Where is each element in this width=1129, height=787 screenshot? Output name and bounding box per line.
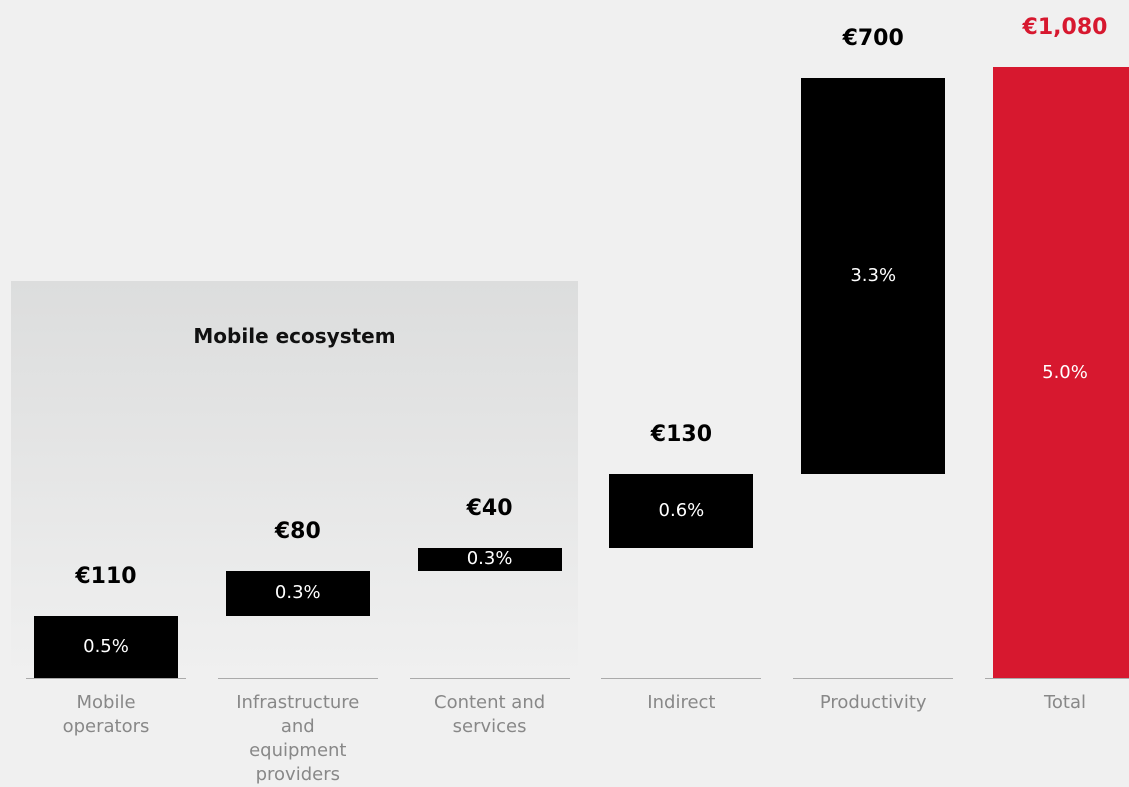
percent-label: 5.0% (1042, 361, 1088, 383)
annotation: Mobile ecosystem (193, 324, 396, 348)
category-label: Mobile operators (62, 692, 150, 737)
bar (609, 474, 754, 548)
baseline (409, 678, 570, 679)
percent-label: 0.3% (466, 548, 513, 570)
value-label: €130 (650, 422, 712, 448)
baseline (217, 678, 378, 679)
category-label: Total (1043, 692, 1087, 713)
percent-label: 3.3% (850, 265, 897, 287)
value-label: €80 (274, 518, 321, 544)
category-label: Productivity (819, 692, 927, 713)
percent-label: 0.6% (658, 500, 705, 522)
baseline (793, 678, 954, 679)
value-label: €700 (842, 26, 904, 52)
baseline (601, 678, 762, 679)
value-label: €1,080 (1022, 15, 1108, 40)
category-label: Content and services (434, 692, 546, 737)
percent-label: 0.5% (83, 635, 129, 657)
bar (801, 78, 946, 475)
category-label: Infrastructure and equipment providers (236, 692, 360, 785)
baseline (985, 678, 1129, 679)
bar (34, 615, 178, 678)
value-label: €40 (466, 495, 513, 521)
bar (993, 67, 1129, 678)
category-label: Indirect (647, 692, 716, 713)
baseline (26, 678, 186, 679)
percent-label: 0.3% (274, 582, 321, 604)
value-label: €110 (75, 563, 137, 589)
bar (225, 570, 370, 616)
bar (417, 547, 562, 571)
